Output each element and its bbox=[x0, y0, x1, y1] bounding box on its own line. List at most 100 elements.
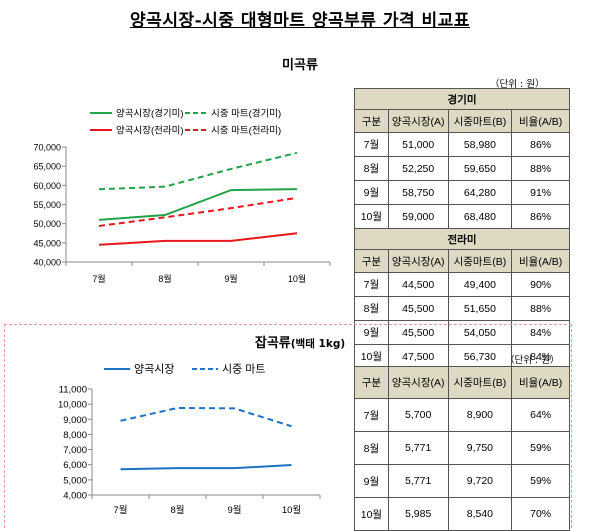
rice-section-title: 미곡류 bbox=[282, 58, 318, 73]
group-row: 전라미 bbox=[354, 228, 570, 250]
column-header: 구분 bbox=[354, 249, 389, 273]
x-tick-label: 8월 bbox=[158, 273, 171, 284]
rice-price-table: 경기미 구분 양곡시장(A) 시중마트(B) 비율(A/B) 7월 51,000 58,980… bbox=[354, 88, 570, 369]
table-header-row: 구분 양곡시장(A) 시중마트(B) 비율(A/B) bbox=[354, 249, 570, 273]
y-tick-label: 10,000 bbox=[58, 400, 87, 411]
x-tick-label: 10월 bbox=[282, 504, 301, 516]
column-header: 양곡시장(A) bbox=[387, 366, 449, 399]
table-cell: 51,650 bbox=[447, 296, 513, 321]
legend-label: 시중 마트(전라미) bbox=[211, 126, 281, 137]
y-tick-label: 11,000 bbox=[59, 385, 87, 396]
series-line bbox=[98, 151, 298, 191]
column-header: 시중마트(B) bbox=[447, 249, 513, 273]
table-cell: 8월 bbox=[354, 431, 389, 465]
grain-price-chart: 4,000 5,000 6,000 7,000 8,000 9,000 10,000 11,0… bbox=[58, 363, 321, 516]
legend-label: 시중 마트 bbox=[222, 363, 266, 376]
group-row: 경기미 bbox=[354, 88, 570, 110]
y-tick-label: 55,000 bbox=[33, 200, 61, 210]
table-cell: 86% bbox=[511, 204, 570, 229]
table-cell: 5,771 bbox=[387, 464, 449, 498]
grain-title-text: 잡곡류 bbox=[254, 336, 291, 351]
table-row: 7월 5,700 8,900 64% bbox=[354, 398, 570, 432]
table-cell: 88% bbox=[511, 296, 570, 321]
table-cell: 8,900 bbox=[447, 398, 513, 432]
grain-price-table: 구분 양곡시장(A) 시중마트(B) 비율(A/B) 7월 5,700 8,900 64% 8월… bbox=[354, 366, 570, 531]
y-tick-label: 8,000 bbox=[63, 430, 87, 441]
column-header: 비율(A/B) bbox=[511, 109, 570, 133]
table-cell: 9,750 bbox=[447, 431, 513, 465]
y-tick-label: 45,000 bbox=[33, 238, 61, 248]
table-cell: 58,980 bbox=[447, 132, 513, 157]
table-cell: 64,280 bbox=[447, 180, 513, 205]
table-cell: 59% bbox=[511, 431, 570, 465]
column-header: 양곡시장(A) bbox=[387, 109, 449, 133]
table-row: 8월 52,250 59,650 88% bbox=[354, 156, 570, 181]
table-cell: 5,700 bbox=[387, 398, 449, 432]
table-cell: 8,540 bbox=[447, 497, 513, 531]
table-row: 8월 5,771 9,750 59% bbox=[354, 431, 570, 465]
y-tick-label: 5,000 bbox=[63, 475, 87, 486]
table-cell: 70% bbox=[511, 497, 570, 531]
page-title: 양곡시장-시중 대형마트 양곡부류 가격 비교표 bbox=[130, 11, 470, 31]
column-header: 비율(A/B) bbox=[511, 249, 570, 273]
table-cell: 7월 bbox=[354, 272, 389, 297]
table-cell: 64% bbox=[511, 398, 570, 432]
table-cell: 8월 bbox=[354, 156, 389, 181]
series-line bbox=[98, 232, 298, 246]
x-tick-label: 9월 bbox=[227, 504, 241, 516]
table-cell: 51,000 bbox=[387, 132, 449, 157]
table-cell: 52,250 bbox=[387, 156, 449, 181]
table-cell: 7월 bbox=[354, 398, 389, 432]
table-cell: 58,750 bbox=[387, 180, 449, 205]
y-tick-label: 50,000 bbox=[33, 219, 61, 229]
column-header: 비율(A/B) bbox=[511, 366, 570, 399]
table-cell: 59% bbox=[511, 464, 570, 498]
series-line bbox=[120, 406, 292, 428]
table-cell: 8월 bbox=[354, 296, 389, 321]
grain-section-title: 잡곡류(백태 1kg) bbox=[200, 332, 400, 351]
x-tick-label: 7월 bbox=[92, 273, 105, 284]
table-cell: 47,500 bbox=[387, 344, 449, 369]
column-header: 구분 bbox=[354, 109, 389, 133]
legend-label: 양곡시장 bbox=[134, 363, 174, 376]
x-tick-label: 9월 bbox=[224, 273, 237, 284]
table-cell: 45,500 bbox=[387, 296, 449, 321]
table-row: 7월 44,500 49,400 90% bbox=[354, 272, 570, 297]
x-tick-label: 7월 bbox=[113, 504, 127, 516]
series-line bbox=[98, 196, 298, 227]
table-cell: 59,000 bbox=[387, 204, 449, 229]
table-cell: 49,400 bbox=[447, 272, 513, 297]
rice-unit-label: （단위 : 원） bbox=[490, 79, 545, 90]
table-cell: 9월 bbox=[354, 464, 389, 498]
x-tick-label: 10월 bbox=[288, 273, 306, 284]
group-header: 경기미 bbox=[354, 88, 570, 110]
legend-label: 양곡시장(전라미) bbox=[116, 126, 184, 137]
rice-price-chart: 40,000 45,000 50,000 55,000 60,000 65,000 70,0… bbox=[33, 108, 331, 284]
table-cell: 86% bbox=[511, 132, 570, 157]
table-row: 10월 59,000 68,480 86% bbox=[354, 204, 570, 229]
group-header: 전라미 bbox=[354, 228, 570, 250]
table-cell: 10월 bbox=[354, 497, 389, 531]
y-tick-label: 4,000 bbox=[63, 491, 87, 502]
table-header-row: 구분 양곡시장(A) 시중마트(B) 비율(A/B) bbox=[354, 366, 570, 399]
column-header: 양곡시장(A) bbox=[387, 249, 449, 273]
table-cell: 5,985 bbox=[387, 497, 449, 531]
table-row: 7월 51,000 58,980 86% bbox=[354, 132, 570, 157]
table-cell: 9,720 bbox=[447, 464, 513, 498]
table-cell: 10월 bbox=[354, 204, 389, 229]
table-cell: 88% bbox=[511, 156, 570, 181]
grain-section-border bbox=[4, 324, 572, 528]
series-line bbox=[120, 463, 292, 471]
table-row: 10월 5,985 8,540 70% bbox=[354, 497, 570, 531]
column-header: 구분 bbox=[354, 366, 389, 399]
table-cell: 44,500 bbox=[387, 272, 449, 297]
table-cell: 7월 bbox=[354, 132, 389, 157]
table-cell: 9월 bbox=[354, 180, 389, 205]
grain-title-sub: (백태 1kg) bbox=[290, 338, 346, 350]
grain-unit-label: （단위 : 원） bbox=[505, 355, 560, 366]
y-tick-label: 9,000 bbox=[63, 415, 87, 426]
y-tick-label: 6,000 bbox=[63, 460, 87, 471]
column-header: 시중마트(B) bbox=[447, 109, 513, 133]
legend-label: 양곡시장(경기미) bbox=[116, 108, 184, 120]
table-row: 9월 58,750 64,280 91% bbox=[354, 180, 570, 205]
